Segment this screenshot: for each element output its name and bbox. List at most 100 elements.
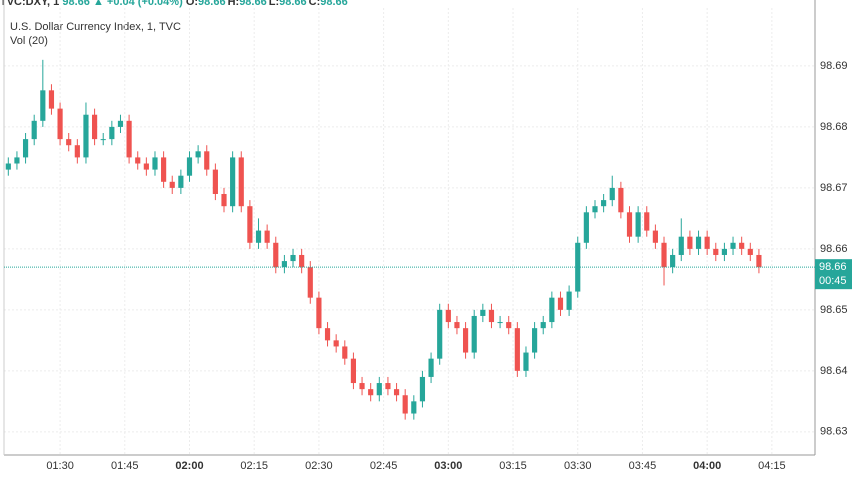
candle-body	[566, 291, 572, 310]
candle-body	[609, 187, 615, 201]
x-tick-label: 02:00	[175, 460, 203, 472]
x-tick-label: 02:45	[370, 460, 398, 472]
candle-body	[161, 157, 167, 182]
candle-body	[255, 230, 262, 243]
candle-body	[204, 151, 210, 170]
candle-body	[747, 248, 753, 255]
candle-body	[514, 328, 520, 371]
candle-body	[333, 340, 339, 347]
ohlc-value: 98.66	[279, 0, 307, 8]
candle-body	[557, 297, 564, 310]
x-tick-label: 01:30	[46, 460, 74, 472]
last: 98.66	[62, 0, 90, 8]
countdown-label: 00:45	[819, 275, 847, 287]
candle-body	[74, 145, 80, 158]
candle-body	[670, 254, 676, 268]
candle-body	[488, 309, 495, 323]
candle-body	[575, 242, 581, 292]
candle-body	[273, 242, 279, 268]
candle-body	[299, 254, 305, 268]
ohlc: O:98.66 H:98.66 L:98.66 C:98.66	[186, 0, 350, 8]
x-tick-label: 03:30	[564, 460, 592, 472]
candle-body	[402, 395, 408, 414]
candle-body	[549, 297, 555, 323]
arrow: ▲	[92, 0, 104, 8]
candle-body	[212, 169, 218, 194]
candle-body	[169, 181, 175, 188]
legend: U.S. Dollar Currency Index, 1, TVC Vol (…	[10, 20, 181, 48]
candle-body	[195, 151, 201, 158]
candle-body	[756, 254, 762, 268]
candle-body	[178, 175, 184, 188]
candle-body	[445, 309, 451, 323]
candle-body	[350, 358, 357, 384]
candle-body	[471, 315, 477, 353]
candle-body	[238, 157, 244, 207]
candle-body	[316, 297, 322, 329]
candle-body	[126, 120, 132, 158]
y-tick-label: 98.66	[820, 243, 848, 255]
candle-body	[83, 114, 89, 158]
candle-body	[186, 157, 193, 176]
candle-body	[540, 322, 546, 329]
candle-body	[31, 120, 37, 140]
candle-body	[48, 90, 55, 109]
x-tick-label: 01:45	[111, 460, 139, 472]
candle-body	[152, 157, 158, 170]
candle-body	[230, 157, 236, 207]
ohlc-label: O:	[185, 0, 199, 8]
candle-body	[135, 157, 141, 164]
x-tick-label: 02:30	[305, 460, 333, 472]
candle-body	[704, 236, 710, 249]
candle-body	[66, 139, 72, 146]
candle-body	[523, 352, 529, 371]
candle-body	[385, 383, 391, 390]
candle-body	[117, 120, 124, 127]
candle-body	[462, 328, 469, 353]
candle-body	[678, 236, 684, 255]
candle-body	[143, 163, 149, 170]
symbol: TVC:DXY, 1	[0, 0, 60, 8]
candle-body	[22, 139, 29, 158]
ohlc-value: 98.66	[239, 0, 267, 8]
candle-body	[247, 206, 253, 243]
candle-body	[635, 212, 641, 237]
y-tick-label: 98.64	[820, 365, 848, 377]
header: TVC:DXY, 1 98.66 ▲ +0.04 (+0.04%) O:98.6…	[0, 0, 350, 8]
candle-body	[307, 267, 313, 298]
candle-body	[713, 248, 719, 255]
x-tick-label: 04:15	[758, 460, 786, 472]
candle-body	[393, 389, 400, 396]
candle-body	[592, 206, 598, 213]
candle-body	[644, 212, 650, 231]
candle-body	[14, 157, 20, 164]
candle-body	[324, 328, 331, 341]
ohlc-value: 98.66	[198, 0, 226, 8]
candle-body	[109, 126, 115, 140]
x-tick-label: 03:15	[499, 460, 527, 472]
ohlc-label: L:	[268, 0, 280, 8]
candle-body	[57, 108, 63, 140]
candle-body	[626, 212, 633, 237]
candle-body	[40, 90, 46, 121]
candle-body	[428, 358, 434, 377]
change: +0.04 (+0.04%)	[106, 0, 183, 8]
series-name: U.S. Dollar Currency Index, 1, TVC	[10, 21, 181, 33]
candle-body	[290, 254, 296, 262]
candle-body	[739, 242, 745, 249]
x-tick-label: 02:15	[240, 460, 268, 472]
y-tick-label: 98.69	[820, 60, 848, 72]
ohlc-value: 98.66	[320, 0, 348, 8]
candle-body	[454, 322, 460, 329]
candle-body	[281, 261, 287, 268]
candle-body	[506, 322, 512, 329]
y-tick-label: 98.67	[820, 182, 848, 194]
candle-body	[437, 309, 443, 359]
price-tag	[815, 259, 852, 290]
candle-body	[730, 242, 736, 249]
candle-body	[419, 376, 426, 402]
candle-body	[92, 114, 98, 140]
candle-body	[687, 236, 693, 249]
